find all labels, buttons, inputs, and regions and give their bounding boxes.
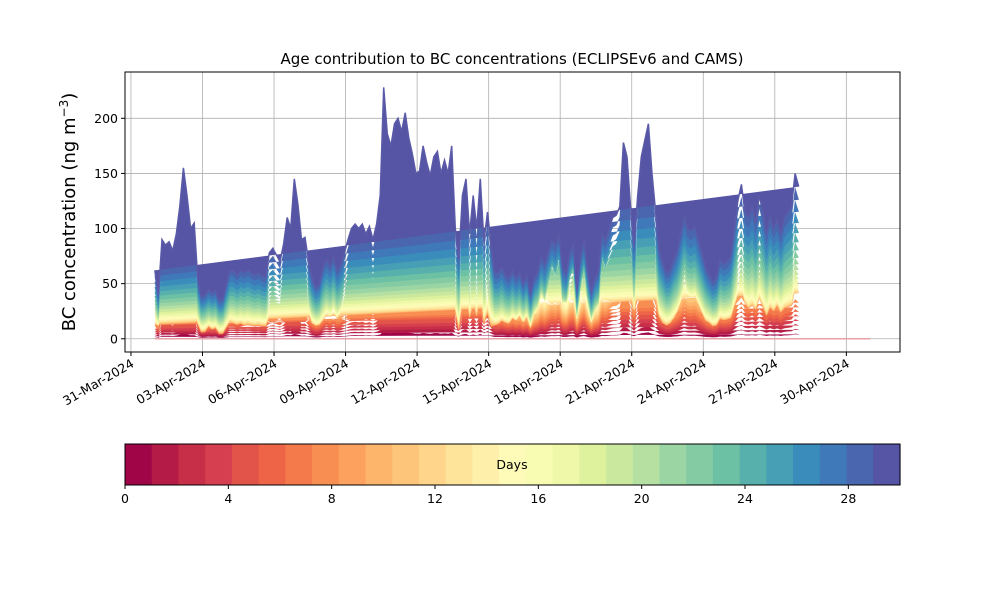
colorbar-segment [793, 444, 821, 485]
y-axis-label: BC concentration (ng m−3) [57, 93, 80, 332]
y-tick-label: 100 [94, 221, 118, 236]
colorbar-segment [125, 444, 153, 485]
x-tick-label: 21-Apr-2024 [563, 356, 637, 408]
colorbar [124, 443, 901, 486]
colorbar-tick-label: 12 [427, 491, 443, 506]
colorbar-segment [205, 444, 233, 485]
colorbar-segment [312, 444, 340, 485]
colorbar-segment [819, 444, 848, 485]
stacked-area-plot [154, 87, 871, 340]
x-tick-label: 12-Apr-2024 [348, 356, 422, 408]
colorbar-segment [659, 444, 687, 485]
colorbar-ticks: 0 4 8 12 16 20 24 28 [121, 485, 856, 506]
colorbar-segment [766, 444, 794, 485]
y-tick-label: 200 [94, 111, 118, 126]
colorbar-segment [418, 444, 447, 485]
colorbar-tick-label: 4 [224, 491, 232, 506]
colorbar-segment [606, 444, 634, 485]
x-axis: 31-Mar-202403-Apr-202406-Apr-202409-Apr-… [60, 352, 852, 408]
colorbar-segment [445, 444, 474, 485]
colorbar-tick-label: 28 [840, 491, 856, 506]
x-tick-label: 31-Mar-2024 [60, 356, 136, 409]
y-tick-label: 50 [102, 276, 118, 291]
plot-frame [124, 71, 901, 353]
x-tick-label: 27-Apr-2024 [706, 356, 780, 408]
colorbar-segment [338, 444, 367, 485]
x-tick-label: 24-Apr-2024 [634, 356, 708, 408]
colorbar-tick-label: 20 [634, 491, 650, 506]
colorbar-segment [739, 444, 767, 485]
x-tick-label: 30-Apr-2024 [777, 356, 851, 408]
colorbar-segment [285, 444, 313, 485]
age-band-1-days [154, 331, 799, 338]
x-tick-label: 09-Apr-2024 [277, 356, 351, 408]
y-axis: 0 50 100 150 200 [94, 111, 125, 346]
colorbar-segment [525, 444, 554, 485]
colorbar-segment [151, 444, 180, 485]
x-tick-label: 15-Apr-2024 [420, 356, 494, 408]
total-concentration-line [154, 87, 800, 302]
colorbar-segment [632, 444, 661, 485]
colorbar-tick-label: 0 [121, 491, 129, 506]
colorbar-segment [686, 444, 714, 485]
colorbar-segment [499, 444, 527, 485]
x-tick-label: 03-Apr-2024 [134, 356, 208, 408]
chart-title: Age contribution to BC concentrations (E… [281, 50, 744, 68]
colorbar-segment [178, 444, 206, 485]
x-tick-label: 18-Apr-2024 [491, 356, 565, 408]
colorbar-segment [873, 444, 901, 485]
colorbar-frame [124, 443, 901, 486]
colorbar-segment [552, 444, 580, 485]
colorbar-tick-label: 8 [328, 491, 336, 506]
colorbar-segment [258, 444, 286, 485]
colorbar-segment [231, 444, 260, 485]
colorbar-segment [846, 444, 874, 485]
colorbar-segment [392, 444, 420, 485]
colorbar-segment [712, 444, 741, 485]
y-tick-label: 150 [94, 166, 118, 181]
colorbar-tick-label: 24 [737, 491, 753, 506]
x-tick-label: 06-Apr-2024 [205, 356, 279, 408]
y-tick-label: 0 [110, 331, 118, 346]
colorbar-label: Days [496, 457, 527, 472]
colorbar-segment [579, 444, 607, 485]
colorbar-segment [472, 444, 500, 485]
colorbar-segment [365, 444, 393, 485]
colorbar-tick-label: 16 [530, 491, 546, 506]
